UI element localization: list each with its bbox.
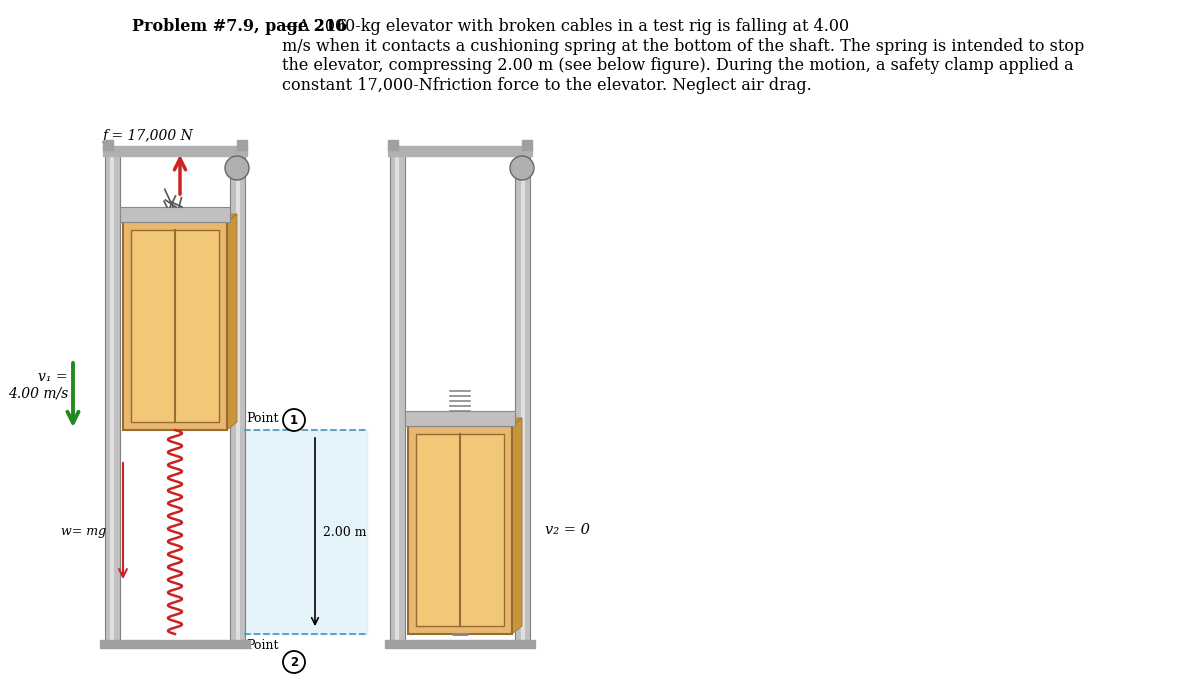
Text: m =
2000 kg: m = 2000 kg: [142, 311, 198, 341]
Bar: [110, 148, 114, 642]
Polygon shape: [388, 146, 532, 156]
Text: 2.00 m: 2.00 m: [323, 525, 366, 539]
Text: Problem #7.9, page 216: Problem #7.9, page 216: [132, 18, 347, 35]
Polygon shape: [100, 640, 250, 648]
Bar: [390, 148, 406, 642]
Text: 1: 1: [290, 414, 298, 427]
Polygon shape: [238, 140, 247, 150]
Bar: [230, 148, 245, 642]
Polygon shape: [103, 146, 247, 156]
Bar: [416, 434, 504, 626]
Text: Point: Point: [246, 639, 278, 652]
Bar: [124, 222, 227, 430]
Text: v₂ = 0: v₂ = 0: [545, 523, 590, 537]
Bar: [395, 148, 398, 642]
Text: Point: Point: [246, 412, 278, 425]
Circle shape: [283, 409, 305, 431]
Text: 2: 2: [290, 656, 298, 669]
Text: v₁ =
4.00 m/s: v₁ = 4.00 m/s: [7, 370, 68, 400]
Polygon shape: [120, 207, 230, 222]
Bar: [236, 148, 240, 642]
Circle shape: [226, 156, 250, 180]
Text: f = 17,000 N: f = 17,000 N: [103, 129, 193, 143]
Bar: [515, 148, 530, 642]
Bar: [131, 230, 220, 422]
Text: —A 2000-kg elevator with broken cables in a test rig is falling at 4.00
m/s when: —A 2000-kg elevator with broken cables i…: [282, 18, 1084, 94]
Polygon shape: [227, 214, 238, 430]
Circle shape: [283, 651, 305, 673]
Polygon shape: [385, 640, 535, 648]
Bar: [106, 148, 120, 642]
Circle shape: [510, 156, 534, 180]
Bar: [408, 426, 512, 634]
Polygon shape: [124, 214, 238, 222]
Polygon shape: [406, 411, 515, 426]
Polygon shape: [522, 140, 532, 150]
Polygon shape: [388, 140, 398, 150]
Polygon shape: [103, 140, 113, 150]
Bar: [521, 148, 526, 642]
Polygon shape: [512, 418, 522, 634]
Polygon shape: [408, 418, 522, 426]
Text: w= mg: w= mg: [61, 525, 106, 537]
Polygon shape: [244, 430, 367, 634]
